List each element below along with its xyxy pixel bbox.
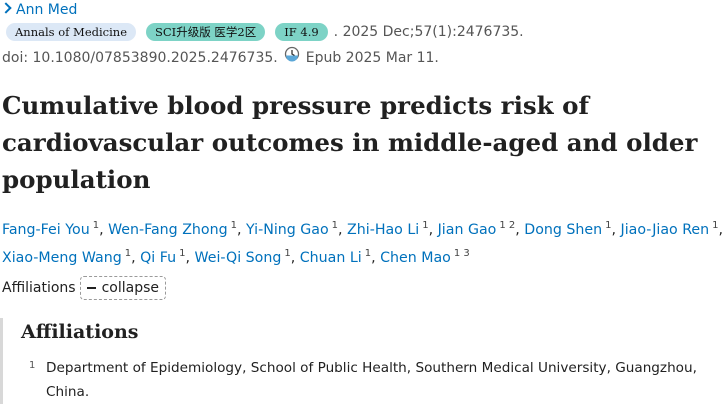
affiliations-toggle-row: Affiliations collapse	[2, 276, 167, 300]
chevron-right-icon	[0, 2, 12, 14]
author-item: Wen-Fang Zhong 1,	[108, 220, 246, 238]
citation-text: . 2025 Dec;57(1):2476735.	[333, 24, 524, 40]
affiliation-item: 1 Department of Epidemiology, School of …	[29, 356, 727, 404]
author-affiliation-ref[interactable]: 1	[605, 220, 612, 231]
author-affiliation-ref[interactable]: 1	[92, 220, 100, 231]
sci-rank-badge[interactable]: SCI升级版 医学2区	[146, 23, 266, 41]
author-name-link[interactable]: Fang-Fei You	[2, 222, 90, 238]
author-list: Fang-Fei You 1, Wen-Fang Zhong 1, Yi-Ning …	[2, 214, 724, 270]
article-title: Cumulative blood pressure predicts risk …	[2, 91, 698, 194]
impact-factor-badge[interactable]: IF 4.9	[275, 23, 328, 41]
journal-link-label: Ann Med	[16, 2, 78, 18]
author-item: Zhi-Hao Li 1,	[347, 220, 438, 238]
journal-badge[interactable]: Annals of Medicine	[6, 23, 136, 41]
author-name-link[interactable]: Yi-Ning Gao	[245, 222, 329, 238]
affiliations-panel: Affiliations 1 Department of Epidemiolog…	[0, 318, 727, 404]
doi-row: doi: 10.1080/07853890.2025.2476735. Epub…	[2, 46, 439, 68]
author-affiliation-ref[interactable]: 1	[712, 220, 719, 231]
affiliation-text: Department of Epidemiology, School of Pu…	[46, 360, 697, 400]
author-item: Chen Mao 1 3	[380, 248, 470, 266]
author-affiliation-ref[interactable]: 1	[284, 248, 291, 259]
author-name-link[interactable]: Dong Shen	[524, 222, 603, 238]
author-name-link[interactable]: Zhi-Hao Li	[347, 222, 420, 238]
author-name-link[interactable]: Wei-Qi Song	[194, 250, 282, 266]
author-item: Jiao-Jiao Ren 1,	[620, 220, 724, 238]
author-item: Jian Gao 1 2,	[437, 220, 525, 238]
author-item: Chuan Li 1,	[299, 248, 381, 266]
author-name-link[interactable]: Xiao-Meng Wang	[2, 250, 122, 266]
collapse-button-label: collapse	[101, 280, 160, 296]
author-name-link[interactable]: Jiao-Jiao Ren	[620, 222, 710, 238]
author-affiliation-ref[interactable]: 1	[230, 220, 237, 231]
author-name-link[interactable]: Jian Gao	[437, 222, 497, 238]
author-name-link[interactable]: Wen-Fang Zhong	[108, 222, 228, 238]
doi-text[interactable]: doi: 10.1080/07853890.2025.2476735.	[2, 50, 278, 66]
author-affiliation-ref[interactable]: 1	[422, 220, 429, 231]
author-item: Qi Fu 1,	[140, 248, 195, 266]
author-name-link[interactable]: Qi Fu	[140, 250, 177, 266]
author-affiliation-ref[interactable]: 1 3	[453, 248, 470, 259]
author-name-link[interactable]: Chuan Li	[299, 250, 362, 266]
epub-date: Epub 2025 Mar 11.	[305, 50, 439, 66]
author-name-link[interactable]: Chen Mao	[380, 250, 451, 266]
author-affiliation-ref[interactable]: 1	[179, 248, 186, 259]
author-item: Wei-Qi Song 1,	[194, 248, 300, 266]
author-affiliation-ref[interactable]: 1 2	[499, 220, 516, 231]
citation-row: Annals of Medicine SCI升级版 医学2区 IF 4.9 . …	[6, 22, 524, 42]
author-affiliation-ref[interactable]: 1	[364, 248, 372, 259]
affiliations-label: Affiliations	[2, 280, 76, 296]
author-affiliation-ref[interactable]: 1	[331, 220, 339, 231]
affiliations-heading: Affiliations	[21, 321, 139, 343]
author-item: Dong Shen 1,	[524, 220, 621, 238]
journal-link[interactable]: Ann Med	[0, 0, 78, 20]
collapse-button[interactable]: collapse	[79, 276, 167, 300]
author-item: Xiao-Meng Wang 1,	[2, 248, 141, 266]
author-affiliation-ref[interactable]: 1	[124, 248, 132, 259]
author-item: Fang-Fei You 1,	[2, 220, 109, 238]
epub-clock-icon	[284, 46, 300, 62]
minus-icon	[86, 287, 96, 289]
author-item: Yi-Ning Gao 1,	[245, 220, 348, 238]
affiliation-number: 1	[29, 360, 36, 371]
